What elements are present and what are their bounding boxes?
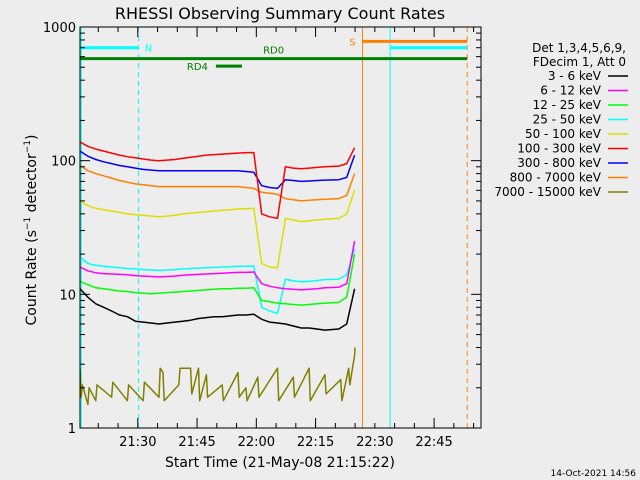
y-tick-label: 100	[51, 155, 76, 170]
y-axis: 1 10 100 1000	[43, 21, 481, 437]
legend-label-800-7000-kev: 800 - 7000 keV	[510, 171, 602, 185]
y-tick-label: 1	[68, 422, 76, 437]
x-tick-label: 21:45	[178, 435, 215, 450]
series-line-300-800-kev	[80, 150, 356, 190]
legend-header-line-1: Det 1,3,4,5,6,9,	[532, 41, 626, 55]
legend-label-7000-15000-kev: 7000 - 15000 keV	[494, 185, 601, 199]
chart-title: RHESSI Observing Summary Count Rates	[115, 4, 445, 23]
y-tick-label: 10	[59, 288, 76, 303]
legend: Det 1,3,4,5,6,9, FDecim 1, Att 0 3 - 6 k…	[494, 41, 628, 199]
legend-label-50-100-kev: 50 - 100 keV	[525, 127, 602, 141]
y-axis-label: Count Rate (s−1 detector−1)	[23, 135, 40, 326]
legend-label-300-800-kev: 300 - 800 keV	[517, 156, 601, 170]
x-tick-label: 22:45	[415, 435, 452, 450]
legend-label-25-50-kev: 25 - 50 keV	[533, 113, 602, 127]
status-bar-label-n: N	[145, 44, 152, 55]
series-line-25-50-kev	[80, 248, 356, 315]
x-axis-label: Start Time (21-May-08 21:15:22)	[165, 455, 395, 471]
plot-frame	[79, 26, 482, 429]
series-line-7000-15000-kev	[80, 347, 356, 406]
legend-label-3-6-kev: 3 - 6 keV	[548, 69, 602, 83]
legend-label-12-25-kev: 12 - 25 keV	[533, 98, 602, 112]
status-bar-label-rd0: RD0	[263, 46, 284, 57]
series-line-800-7000-kev	[80, 164, 356, 202]
legend-label-6-12-kev: 6 - 12 keV	[540, 84, 602, 98]
timestamp: 14-Oct-2021 14:56	[551, 469, 637, 479]
status-bar-label-rd4: RD4	[187, 62, 208, 73]
plot-area: N S RD0 RD4	[80, 27, 468, 428]
legend-label-100-300-kev: 100 - 300 keV	[517, 142, 601, 156]
x-axis: 21:30 21:45 22:00 22:15 22:30 22:45	[97, 27, 475, 450]
series-line-12-25-kev	[80, 253, 356, 306]
x-tick-label: 21:30	[119, 435, 156, 450]
legend-header-line-2: FDecim 1, Att 0	[533, 55, 626, 69]
series-line-6-12-kev	[80, 240, 356, 291]
x-tick-label: 22:30	[356, 435, 393, 450]
status-bar-label-s: S	[349, 37, 355, 48]
series-line-100-300-kev	[80, 141, 356, 220]
y-tick-label: 1000	[43, 21, 76, 36]
series-line-50-100-kev	[80, 190, 356, 269]
x-tick-label: 22:00	[238, 435, 275, 450]
x-tick-label: 22:15	[297, 435, 334, 450]
series-line-3-6-kev	[80, 288, 356, 331]
plot-contents: N S RD0 RD4	[80, 27, 468, 428]
